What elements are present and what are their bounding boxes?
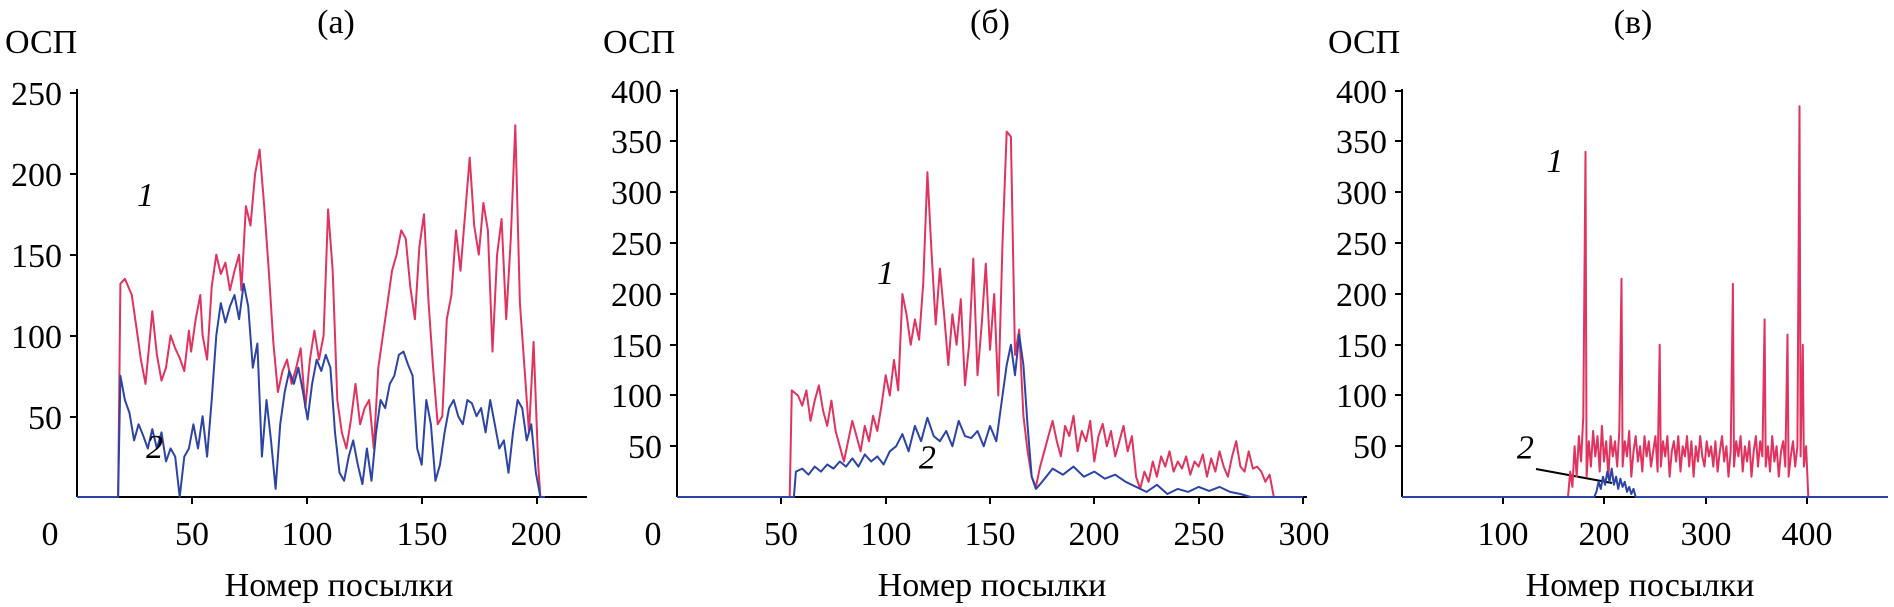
series-line-2: [77, 282, 545, 498]
panel-b-title: (б): [970, 4, 1010, 41]
y-tick-label: 50: [628, 429, 662, 466]
y-tick-label: 400: [611, 74, 662, 111]
panel-a-xlabel: Номер посылки: [225, 567, 454, 604]
series-line-1: [677, 130, 1303, 498]
series-line-2: [677, 333, 1303, 498]
x-tick-label: 50: [175, 516, 209, 553]
panel-b-annotations: 12: [877, 255, 936, 477]
x-tick-label: 200: [1579, 516, 1630, 553]
x-tick-label: 400: [1782, 516, 1833, 553]
y-tick-label: 50: [1353, 429, 1387, 466]
y-tick-label: 200: [1336, 277, 1387, 314]
panel-c-x-ticks: 100 200 300 400: [1478, 497, 1833, 553]
curve-label-2: 2: [1517, 429, 1534, 466]
panel-c-xlabel: Номер посылки: [1526, 567, 1755, 604]
panel-a-title: (а): [317, 4, 355, 41]
y-tick-label: 150: [1336, 328, 1387, 365]
y-tick-label: 300: [1336, 175, 1387, 212]
x-tick-label: 150: [397, 516, 448, 553]
series-line-1: [1402, 105, 1888, 498]
curve-label-1: 1: [1546, 143, 1563, 180]
y-tick-label: 350: [611, 124, 662, 161]
y-tick-label: 150: [11, 238, 62, 275]
y-tick-label: 250: [611, 226, 662, 263]
x-tick-label: 100: [282, 516, 333, 553]
panel-b: (б) ОСП 50 100 150 200 250 300 350 400: [603, 4, 1330, 604]
x-tick-label: 250: [1174, 516, 1225, 553]
x-tick-label: 0: [42, 516, 59, 553]
panel-c-ylabel: ОСП: [1328, 24, 1400, 61]
panel-a-series: [77, 124, 545, 498]
y-tick-label: 300: [611, 175, 662, 212]
y-tick-label: 250: [11, 76, 62, 113]
x-tick-label: 150: [965, 516, 1016, 553]
panel-c-series: [1402, 105, 1888, 498]
panel-a-ylabel: ОСП: [5, 24, 77, 61]
panel-a-y-ticks: 50 100 150 200 250: [11, 76, 77, 437]
panel-a-x-ticks: 0 50 100 150 200: [42, 497, 562, 553]
panel-a: (а) ОСП 50 100 150 200 250 0 50 100 150 …: [5, 4, 587, 604]
panel-b-y-ticks: 50 100 150 200 250 300 350 400: [611, 74, 677, 466]
x-tick-label: 50: [764, 516, 798, 553]
y-tick-label: 100: [11, 319, 62, 356]
x-tick-label: 200: [511, 516, 562, 553]
panel-c-y-ticks: 50 100 150 200 250 300 350 400: [1336, 74, 1402, 466]
y-tick-label: 350: [1336, 124, 1387, 161]
panel-b-series: [677, 130, 1303, 498]
x-tick-label: 200: [1069, 516, 1120, 553]
curve-label-2: 2: [919, 440, 936, 477]
y-tick-label: 150: [611, 328, 662, 365]
x-tick-label: 100: [861, 516, 912, 553]
y-tick-label: 400: [1336, 74, 1387, 111]
panel-b-xlabel: Номер посылки: [878, 567, 1107, 604]
curve-label-2: 2: [146, 429, 163, 466]
y-tick-label: 100: [1336, 378, 1387, 415]
y-tick-label: 200: [11, 157, 62, 194]
panel-c-title: (в): [1614, 4, 1653, 41]
panel-c: (в) ОСП 50 100 150 200 250 300 350 400: [1328, 4, 1888, 604]
curve-label-1: 1: [137, 177, 154, 214]
series-line-2: [1402, 467, 1888, 498]
y-tick-label: 200: [611, 277, 662, 314]
panel-c-annotations: 12: [1517, 143, 1563, 466]
curve-label-1: 1: [877, 255, 894, 292]
x-tick-label: 300: [1279, 516, 1330, 553]
series-line-1: [77, 124, 545, 498]
panel-c-pointer-line: [1535, 468, 1613, 484]
x-tick-label: 100: [1478, 516, 1529, 553]
panel-a-annotations: 12: [137, 177, 163, 466]
y-tick-label: 50: [28, 400, 62, 437]
y-tick-label: 100: [611, 378, 662, 415]
x-tick-label: 0: [645, 516, 662, 553]
y-tick-label: 250: [1336, 226, 1387, 263]
panel-b-ylabel: ОСП: [603, 24, 675, 61]
x-tick-label: 300: [1681, 516, 1732, 553]
panel-b-x-ticks: 0 50 100 150 200 250 300: [645, 497, 1330, 553]
